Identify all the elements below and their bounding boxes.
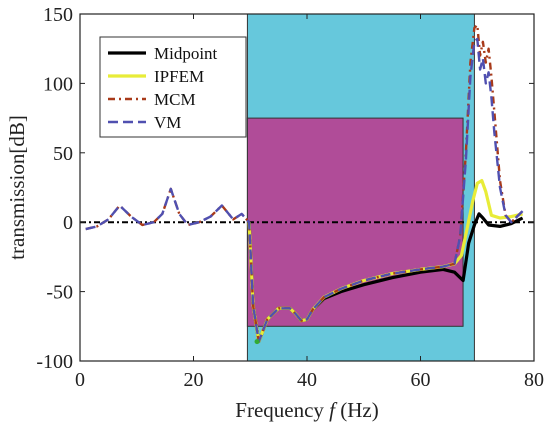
x-tick-label: 40 — [297, 369, 317, 391]
x-axis-ticks: 0 20 40 60 80 — [75, 14, 544, 391]
y-tick-label: -50 — [46, 282, 73, 304]
marker-1 — [254, 339, 260, 345]
y-tick-label: 150 — [43, 4, 73, 26]
x-axis-label: Frequency f (Hz) — [235, 398, 378, 422]
legend: Midpoint IPFEM MCM VM — [99, 36, 247, 138]
x-tick-label: 0 — [75, 369, 85, 391]
marker-group — [254, 339, 260, 345]
y-tick-label: -100 — [36, 351, 73, 373]
series-line-vm — [85, 37, 524, 343]
y-tick-label: 100 — [43, 73, 73, 95]
legend-label-vm: VM — [154, 113, 181, 132]
frequency-bands — [246, 13, 475, 362]
legend-label-ipfem: IPFEM — [154, 67, 204, 86]
y-tick-label: 50 — [53, 143, 73, 165]
legend-label-mcm: MCM — [154, 90, 196, 109]
y-tick-label: 0 — [63, 212, 73, 234]
x-tick-label: 60 — [411, 369, 431, 391]
y-axis-label: transmission[dB] — [5, 115, 29, 260]
x-tick-label: 20 — [184, 369, 204, 391]
series-group — [85, 23, 524, 344]
legend-label-midpoint: Midpoint — [154, 44, 218, 63]
y-axis-ticks: -100 -50 0 50 100 150 — [36, 4, 534, 373]
x-tick-label: 80 — [524, 369, 544, 391]
series-line-mcm — [85, 23, 524, 343]
